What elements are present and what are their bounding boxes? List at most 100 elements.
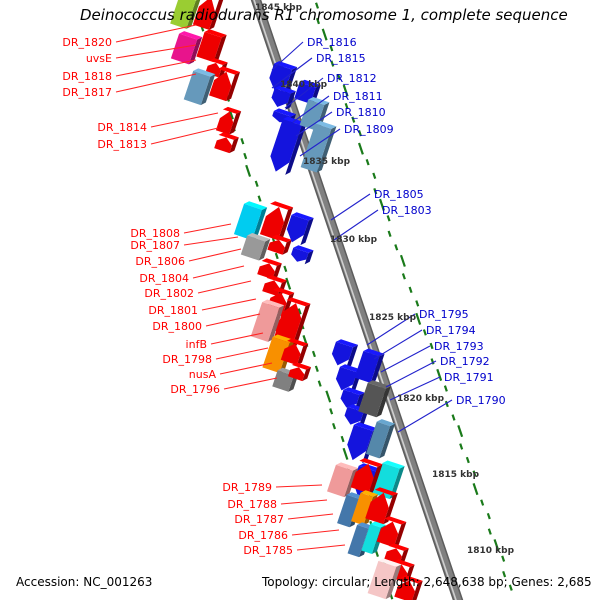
gene-glyph-face[interactable] [283,214,309,245]
gene-glyph[interactable]: DR_1787 [365,486,398,526]
gene-glyph-face[interactable] [196,31,222,63]
gene-glyph-face[interactable] [183,70,211,106]
forward-strand-gene-labels[interactable]: DR_1820 uvsE DR_1818 DR_1817 DR_1814 DR_1813 D… [62,36,293,557]
gene-label-dr_1810[interactable]: DR_1810 [336,106,386,119]
gene-label-dr_1798[interactable]: DR_1798 [162,353,212,366]
gene-label-dr_1786[interactable]: DR_1786 [238,529,288,542]
gene-glyph-face[interactable] [262,278,282,297]
gene-glyph[interactable]: DR_1805x [259,200,294,241]
gene-glyph-face[interactable] [351,492,373,526]
gene-label-nusa[interactable]: nusA [189,368,217,381]
gene-label-dr_1789[interactable]: DR_1789 [222,481,272,494]
gene-glyph[interactable]: DR_1806 [240,232,271,262]
gene-glyph[interactable]: DR_1816 [209,65,241,102]
gene-label-dr_1800[interactable]: DR_1800 [152,320,202,333]
gene-label-uvse[interactable]: uvsE [86,52,112,65]
gene-glyph[interactable]: DR_1789r [350,457,383,495]
gene-glyph-face[interactable] [233,203,263,241]
gene-label-dr_1807[interactable]: DR_1807 [130,239,180,252]
gene-glyph-face[interactable] [266,119,302,175]
gene-glyph[interactable]: DR_1799 [250,298,285,343]
gene-glyph-face[interactable] [287,365,306,382]
gene-glyph-face[interactable] [280,341,303,366]
gene-glyph[interactable]: DR_1783 [367,557,402,600]
gene-glyph-face[interactable] [376,519,402,548]
gene-label-dr_1793[interactable]: DR_1793 [434,340,484,353]
gene-glyph[interactable]: DR_1815 [215,106,242,136]
gene-glyph[interactable]: DR_1793b [358,379,391,419]
gene-glyph-face[interactable] [354,351,380,383]
gene-glyph-face[interactable] [361,523,381,555]
gene-glyph[interactable]: DR_1804 [283,211,314,246]
gene-glyph-face[interactable] [267,237,286,255]
gene-glyph[interactable]: DR_1797 [280,337,309,366]
gene-label-dr_1813[interactable]: DR_1813 [97,138,147,151]
gene-glyph[interactable]: DR_1820 [192,0,225,31]
gene-label-infb[interactable]: infB [186,338,207,351]
gene-label-dr_1816[interactable]: DR_1816 [307,36,357,49]
gene-glyph-face[interactable] [209,69,235,102]
gene-glyph[interactable]: DR_1791b [365,418,396,460]
gene-label-dr_1818[interactable]: DR_1818 [62,70,112,83]
gene-glyph[interactable]: DR_1814 [214,131,239,154]
gene-glyph-face[interactable] [259,204,288,241]
gene-glyph[interactable]: DR_1805 [267,234,292,256]
gene-glyph[interactable]: DR_1817 [183,67,216,106]
gene-glyph-face[interactable] [240,235,266,261]
gene-glyph-face[interactable] [192,0,219,30]
gene-label-dr_1820[interactable]: DR_1820 [62,36,112,49]
gene-label-dr_1796[interactable]: DR_1796 [170,383,220,396]
gene-glyph-face[interactable] [358,382,386,418]
gene-glyph-face[interactable] [394,578,417,600]
gene-label-dr_1817[interactable]: DR_1817 [62,86,112,99]
gene-label-dr_1792[interactable]: DR_1792 [440,355,490,368]
gene-label-dr_1809[interactable]: DR_1809 [344,123,394,136]
gene-glyph-face[interactable] [365,490,393,525]
gene-glyph[interactable]: DR_1795 [329,338,359,370]
gene-glyph-face[interactable] [365,421,391,459]
gene-label-dr_1806[interactable]: DR_1806 [135,255,185,268]
gene-label-dr_1814[interactable]: DR_1814 [97,121,147,134]
gene-label-dr_1811[interactable]: DR_1811 [333,90,383,103]
gene-label-dr_1812[interactable]: DR_1812 [327,72,377,85]
gene-glyph-face[interactable] [327,464,353,498]
gene-glyph[interactable]: DR_1808 [300,120,337,174]
gene-glyph-face[interactable] [337,494,359,528]
gene-label-dr_1791[interactable]: DR_1791 [444,371,494,384]
gene-glyph-face[interactable] [350,461,378,494]
gene-glyph[interactable]: DR_1802 [257,257,282,280]
gene-glyph[interactable]: DR_1821 [170,0,201,30]
gene-glyph-face[interactable] [266,63,293,95]
reverse-strand-gene-labels[interactable]: DR_1816 DR_1815 DR_1812 DR_1811 DR_1810 DR_18… [307,36,506,407]
gene-label-dr_1788[interactable]: DR_1788 [227,498,277,511]
gene-label-dr_1801[interactable]: DR_1801 [148,304,198,317]
gene-glyph-face[interactable] [215,109,236,135]
gene-glyph-face[interactable] [338,389,360,411]
gene-glyph-face[interactable] [367,560,397,600]
gene-label-dr_1794[interactable]: DR_1794 [426,324,476,337]
gene-glyph-face[interactable] [269,88,291,110]
gene-glyph[interactable]: DR_1819 [170,30,203,66]
gene-label-dr_1787[interactable]: DR_1787 [234,513,284,526]
gene-glyph-face[interactable] [214,135,234,154]
gene-glyph-face[interactable] [333,366,358,394]
gene-label-dr_1815[interactable]: DR_1815 [316,52,366,65]
gene-glyph[interactable]: DR_1796b [287,361,312,382]
gene-glyph[interactable]: DR_1784b [394,574,423,600]
gene-glyph-face[interactable] [250,302,280,342]
gene-glyph[interactable]: DR_1807 [233,200,268,241]
gene-glyph[interactable]: uvsE [196,28,227,63]
gene-label-dr_1785[interactable]: DR_1785 [243,544,293,557]
gene-glyph-face[interactable] [290,247,309,264]
gene-label-dr_1795[interactable]: DR_1795 [419,308,469,321]
gene-glyph-face[interactable] [170,0,196,29]
gene-glyph-face[interactable] [170,33,198,65]
gene-glyph-face[interactable] [329,341,354,369]
gene-glyph[interactable]: DR_1785 [376,515,407,549]
gene-glyph-face[interactable] [257,261,277,280]
gene-glyph-face[interactable] [347,524,369,558]
gene-glyph[interactable]: DR_1801 [262,274,287,297]
gene-glyph[interactable]: DR_1803 [290,244,314,266]
gene-label-dr_1805[interactable]: DR_1805 [374,188,424,201]
